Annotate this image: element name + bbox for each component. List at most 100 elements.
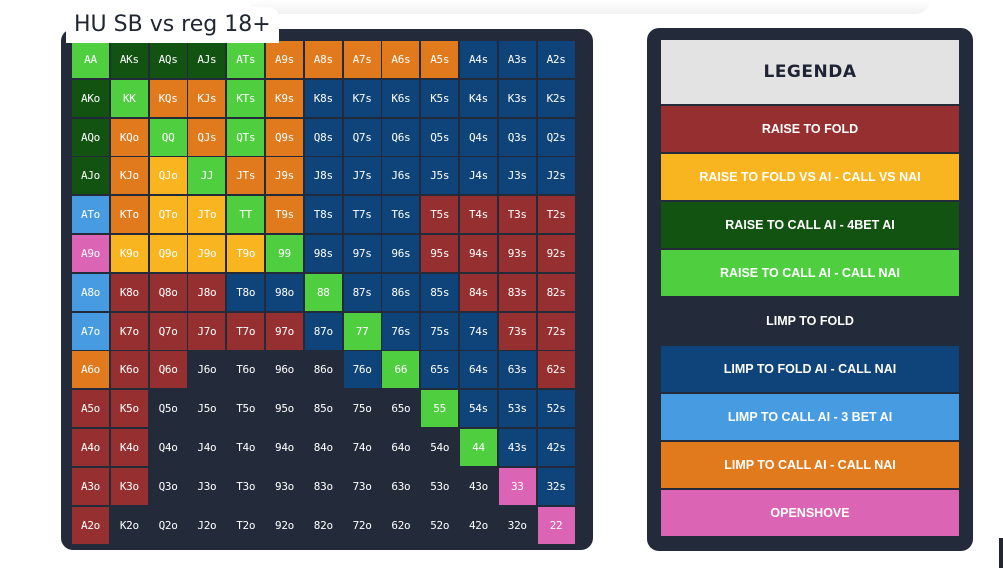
hand-cell[interactable]: K2o — [110, 506, 148, 544]
hand-cell[interactable]: J7o — [188, 312, 226, 350]
hand-cell[interactable]: 54s — [459, 390, 497, 428]
hand-cell[interactable]: Q6o — [149, 351, 187, 389]
hand-cell[interactable]: 95o — [265, 390, 303, 428]
hand-cell[interactable]: A8s — [304, 41, 342, 78]
hand-cell[interactable]: 43s — [498, 428, 536, 466]
hand-cell[interactable]: AJs — [188, 41, 226, 78]
hand-cell[interactable]: KJs — [188, 79, 226, 117]
hand-cell[interactable]: 74o — [343, 428, 381, 466]
hand-cell[interactable]: 88 — [304, 273, 342, 311]
hand-cell[interactable]: 52o — [421, 506, 459, 544]
hand-cell[interactable]: J5o — [188, 390, 226, 428]
hand-cell[interactable]: A6s — [382, 41, 420, 78]
hand-cell[interactable]: KJo — [110, 157, 148, 195]
hand-cell[interactable]: 64s — [459, 351, 497, 389]
hand-cell[interactable]: A3o — [72, 467, 109, 505]
hand-cell[interactable]: AJo — [72, 157, 109, 195]
hand-cell[interactable]: AKs — [110, 41, 148, 78]
hand-cell[interactable]: T3s — [498, 196, 536, 234]
hand-cell[interactable]: 75o — [343, 390, 381, 428]
hand-cell[interactable]: J6o — [188, 351, 226, 389]
hand-cell[interactable]: 94s — [459, 234, 497, 272]
hand-cell[interactable]: T5s — [421, 196, 459, 234]
hand-cell[interactable]: K5s — [421, 79, 459, 117]
hand-cell[interactable]: T2s — [537, 196, 575, 234]
hand-cell[interactable]: K7o — [110, 312, 148, 350]
hand-cell[interactable]: 72s — [537, 312, 575, 350]
hand-cell[interactable]: T8o — [227, 273, 265, 311]
hand-cell[interactable]: Q8s — [304, 118, 342, 156]
hand-cell[interactable]: 82o — [304, 506, 342, 544]
hand-cell[interactable]: 42s — [537, 428, 575, 466]
hand-cell[interactable]: A6o — [72, 351, 109, 389]
hand-cell[interactable]: T9o — [227, 234, 265, 272]
hand-cell[interactable]: K9s — [265, 79, 303, 117]
hand-cell[interactable]: 94o — [265, 428, 303, 466]
hand-cell[interactable]: T6s — [382, 196, 420, 234]
hand-cell[interactable]: AQo — [72, 118, 109, 156]
hand-cell[interactable]: 82s — [537, 273, 575, 311]
hand-cell[interactable]: AA — [72, 41, 109, 78]
hand-cell[interactable]: A5s — [421, 41, 459, 78]
hand-cell[interactable]: A5o — [72, 390, 109, 428]
hand-cell[interactable]: K7s — [343, 79, 381, 117]
hand-cell[interactable]: Q8o — [149, 273, 187, 311]
hand-cell[interactable]: Q5o — [149, 390, 187, 428]
hand-cell[interactable]: K4o — [110, 428, 148, 466]
hand-cell[interactable]: 42o — [459, 506, 497, 544]
hand-cell[interactable]: T8s — [304, 196, 342, 234]
hand-cell[interactable]: 65o — [382, 390, 420, 428]
hand-cell[interactable]: K3o — [110, 467, 148, 505]
hand-cell[interactable]: A2o — [72, 506, 109, 544]
hand-cell[interactable]: Q5s — [421, 118, 459, 156]
hand-cell[interactable]: Q9o — [149, 234, 187, 272]
hand-cell[interactable]: J2s — [537, 157, 575, 195]
hand-cell[interactable]: Q2s — [537, 118, 575, 156]
hand-cell[interactable]: Q9s — [265, 118, 303, 156]
hand-cell[interactable]: JJ — [188, 157, 226, 195]
hand-cell[interactable]: 63o — [382, 467, 420, 505]
hand-cell[interactable]: J9o — [188, 234, 226, 272]
hand-cell[interactable]: 85o — [304, 390, 342, 428]
hand-cell[interactable]: 77 — [343, 312, 381, 350]
hand-cell[interactable]: QTo — [149, 196, 187, 234]
hand-cell[interactable]: T2o — [227, 506, 265, 544]
hand-cell[interactable]: K6s — [382, 79, 420, 117]
hand-cell[interactable]: 33 — [498, 467, 536, 505]
hand-cell[interactable]: Q4o — [149, 428, 187, 466]
hand-cell[interactable]: 92s — [537, 234, 575, 272]
hand-cell[interactable]: 97s — [343, 234, 381, 272]
hand-cell[interactable]: T5o — [227, 390, 265, 428]
hand-cell[interactable]: A7o — [72, 312, 109, 350]
hand-cell[interactable]: 53o — [421, 467, 459, 505]
hand-cell[interactable]: J8o — [188, 273, 226, 311]
hand-cell[interactable]: J5s — [421, 157, 459, 195]
hand-cell[interactable]: 87s — [343, 273, 381, 311]
hand-cell[interactable]: TT — [227, 196, 265, 234]
hand-cell[interactable]: Q7s — [343, 118, 381, 156]
hand-cell[interactable]: 76o — [343, 351, 381, 389]
hand-cell[interactable]: 97o — [265, 312, 303, 350]
hand-cell[interactable]: 65s — [421, 351, 459, 389]
hand-cell[interactable]: 93o — [265, 467, 303, 505]
hand-cell[interactable]: ATs — [227, 41, 265, 78]
hand-cell[interactable]: 93s — [498, 234, 536, 272]
hand-cell[interactable]: 72o — [343, 506, 381, 544]
hand-cell[interactable]: K4s — [459, 79, 497, 117]
hand-cell[interactable]: K8s — [304, 79, 342, 117]
hand-cell[interactable]: A2s — [537, 41, 575, 78]
hand-cell[interactable]: 73o — [343, 467, 381, 505]
hand-cell[interactable]: 76s — [382, 312, 420, 350]
hand-cell[interactable]: K5o — [110, 390, 148, 428]
hand-cell[interactable]: 95s — [421, 234, 459, 272]
hand-cell[interactable]: A9o — [72, 234, 109, 272]
hand-cell[interactable]: Q2o — [149, 506, 187, 544]
hand-cell[interactable]: 74s — [459, 312, 497, 350]
hand-cell[interactable]: J4o — [188, 428, 226, 466]
hand-cell[interactable]: 86s — [382, 273, 420, 311]
hand-cell[interactable]: 98s — [304, 234, 342, 272]
hand-cell[interactable]: 63s — [498, 351, 536, 389]
hand-cell[interactable]: 83o — [304, 467, 342, 505]
hand-cell[interactable]: 85s — [421, 273, 459, 311]
hand-cell[interactable]: 53s — [498, 390, 536, 428]
